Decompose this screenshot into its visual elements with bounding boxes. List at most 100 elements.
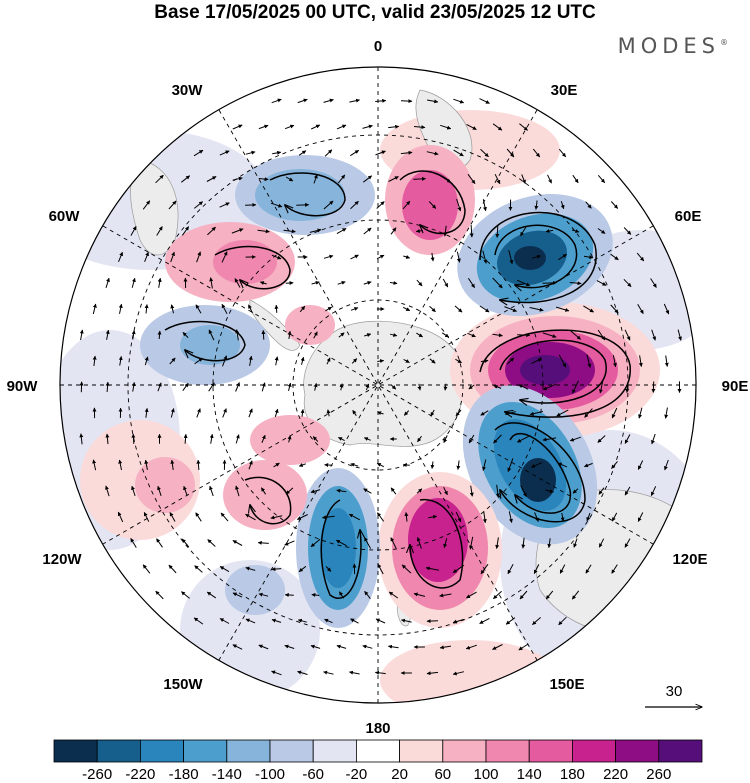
- wind-arrow: [439, 593, 452, 598]
- wind-arrow: [597, 329, 606, 341]
- wind-arrow: [271, 98, 282, 104]
- wind-arrow: [376, 512, 385, 522]
- wind-arrow: [157, 485, 162, 496]
- wind-arrow: [285, 487, 294, 495]
- wind-arrow: [664, 407, 669, 419]
- wind-arrow: [506, 357, 515, 365]
- colorbar-tick-label: 220: [603, 766, 628, 783]
- wind-arrow: [389, 333, 398, 337]
- wind-arrow: [118, 303, 123, 314]
- wind-arrow: [270, 202, 283, 208]
- wind-arrow: [322, 515, 335, 520]
- wind-arrow: [181, 226, 190, 236]
- wind-arrow: [323, 254, 334, 259]
- wind-arrow: [232, 592, 243, 598]
- positive-anomaly: [402, 170, 458, 240]
- colorbar-swatch: [485, 739, 530, 763]
- wind-arrow: [403, 410, 410, 416]
- wind-arrow: [375, 618, 386, 624]
- wind-arrow: [377, 563, 384, 575]
- wind-arrow: [105, 433, 110, 445]
- wind-arrow: [417, 435, 422, 443]
- wind-arrow: [219, 565, 230, 573]
- wind-arrow: [287, 330, 292, 339]
- wind-arrow: [209, 433, 214, 444]
- wind-arrow: [274, 356, 279, 366]
- wind-arrow: [426, 151, 439, 156]
- wind-arrow: [130, 226, 137, 236]
- wind-arrow: [194, 565, 203, 573]
- wind-arrow: [611, 512, 618, 522]
- wind-arrow: [508, 250, 514, 265]
- wind-arrow: [638, 355, 643, 367]
- wind-arrow: [144, 251, 149, 262]
- wind-arrow: [231, 228, 244, 234]
- negative-anomaly: [225, 565, 285, 615]
- wind-arrow: [351, 358, 358, 364]
- wind-arrow: [623, 278, 632, 288]
- wind-arrow: [430, 252, 435, 262]
- wind-arrow: [248, 355, 253, 366]
- wind-arrow: [310, 644, 321, 649]
- wind-arrow: [248, 408, 253, 418]
- wind-arrow: [519, 590, 528, 600]
- wind-arrow: [637, 460, 644, 470]
- wind-arrow: [337, 174, 346, 184]
- map-border: [59, 66, 697, 704]
- positive-anomaly: [408, 498, 468, 582]
- wind-arrow: [516, 435, 530, 443]
- wind-arrow: [415, 228, 423, 233]
- colorbar-swatch: [355, 739, 400, 763]
- wind-arrow: [456, 251, 461, 263]
- wind-arrow: [426, 671, 439, 676]
- wind-arrow: [209, 277, 214, 289]
- wind-arrow: [245, 513, 256, 521]
- wind-arrow: [443, 538, 448, 549]
- wind-arrow: [235, 329, 240, 341]
- wind-arrow: [219, 618, 230, 624]
- wind-arrow: [206, 176, 217, 182]
- antarctic-peninsula: [249, 299, 301, 351]
- wind-arrow: [504, 411, 516, 416]
- wind-arrow: [430, 461, 435, 469]
- wind-arrow: [195, 304, 202, 314]
- wind-arrow: [506, 148, 515, 158]
- wind-arrow: [168, 564, 177, 574]
- wind-arrow: [403, 255, 411, 259]
- wind-arrow: [193, 201, 204, 209]
- wind-arrow: [400, 150, 413, 155]
- wind-arrow: [221, 251, 228, 263]
- wind-arrow: [453, 98, 465, 104]
- wind-arrow: [336, 124, 347, 130]
- wind-arrow: [427, 99, 439, 104]
- wind-arrow: [170, 408, 175, 418]
- wind-arrow: [350, 149, 360, 157]
- wind-arrow: [521, 174, 526, 184]
- wind-arrow: [482, 199, 487, 212]
- wind-arrow: [664, 459, 669, 471]
- wind-arrow: [558, 616, 567, 626]
- wind-arrow: [504, 306, 517, 312]
- streamline: [164, 320, 246, 362]
- streamline: [509, 433, 572, 514]
- wind-arrow: [417, 383, 422, 391]
- colorbar-swatch: [183, 739, 228, 763]
- wind-arrow: [402, 306, 411, 312]
- wind-arrow: [388, 124, 400, 129]
- wind-arrow: [583, 255, 594, 260]
- wind-arrow: [363, 537, 372, 549]
- wind-arrow: [572, 174, 579, 184]
- wind-arrow: [232, 644, 243, 650]
- wind-arrow: [309, 228, 322, 233]
- wind-arrow: [260, 487, 267, 495]
- wind-arrow: [558, 354, 567, 368]
- wind-arrow: [429, 305, 436, 313]
- positive-anomaly: [135, 457, 195, 513]
- colorbar-tick-label: -20: [346, 766, 368, 783]
- wind-arrow: [297, 98, 308, 104]
- south-america-tip: [130, 159, 179, 256]
- wind-arrow: [442, 278, 449, 288]
- wind-arrow: [105, 277, 110, 289]
- wind-arrow: [479, 305, 490, 313]
- wind-arrow: [337, 280, 346, 285]
